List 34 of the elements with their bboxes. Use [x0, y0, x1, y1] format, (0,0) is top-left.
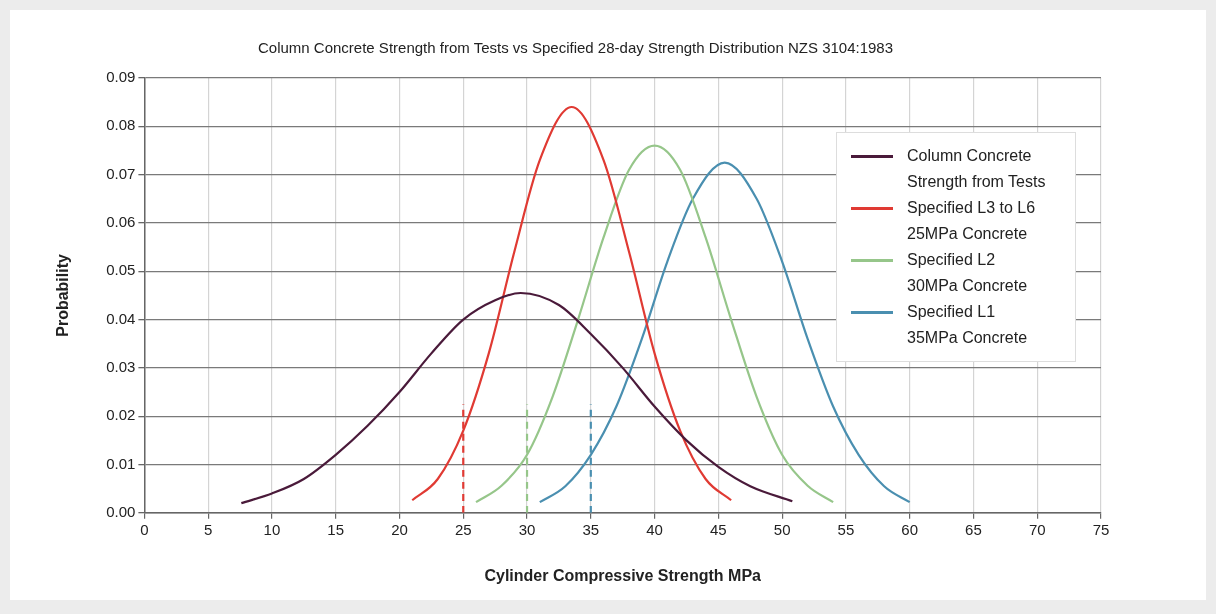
y-tick-label: 0.06 [106, 213, 136, 231]
chart-title: Column Concrete Strength from Tests vs Specified 28-day Strength Distribution NZS 3104:1983 [257, 39, 894, 57]
y-tick-label: 0.00 [106, 502, 136, 520]
x-tick-label: 10 [263, 520, 281, 538]
x-tick-label: 65 [965, 520, 982, 538]
x-tick-label: 45 [710, 520, 727, 538]
x-tick-label: 20 [391, 520, 408, 538]
y-tick-label: 0.01 [106, 454, 136, 472]
x-tick-label: 55 [837, 520, 855, 538]
y-tick-label: 0.08 [106, 116, 136, 134]
x-tick-label: 70 [1028, 520, 1046, 538]
legend-label: Specified L2 30MPa Concrete [907, 250, 1029, 296]
x-tick-label: 30 [518, 520, 536, 538]
x-axis-title: Cylinder Compressive Strength MPa [484, 566, 762, 584]
legend-label: Specified L1 35MPa Concrete [907, 302, 1029, 348]
y-tick-label: 0.05 [106, 261, 136, 279]
y-tick-label: 0.09 [106, 68, 136, 86]
x-tick-label: 15 [327, 520, 345, 538]
x-tick-label: 75 [1092, 520, 1110, 538]
y-tick-label: 0.02 [106, 406, 136, 424]
legend-label: Column Concrete Strength from Tests [907, 146, 1047, 192]
x-tick-label: 60 [901, 520, 919, 538]
x-tick-label: 50 [773, 520, 791, 538]
y-tick-label: 0.03 [106, 358, 136, 376]
y-tick-label: 0.04 [106, 309, 136, 327]
y-tick-label: 0.07 [106, 164, 136, 182]
x-tick-label: 0 [140, 520, 149, 538]
x-tick-label: 5 [204, 520, 213, 538]
y-axis-title: Probability [54, 253, 72, 337]
x-tick-label: 25 [454, 520, 472, 538]
line-series [240, 291, 794, 505]
x-tick-label: 35 [582, 520, 600, 538]
legend-label: Specified L3 to L6 25MPa Concrete [907, 198, 1037, 244]
x-tick-label: 40 [646, 520, 663, 538]
